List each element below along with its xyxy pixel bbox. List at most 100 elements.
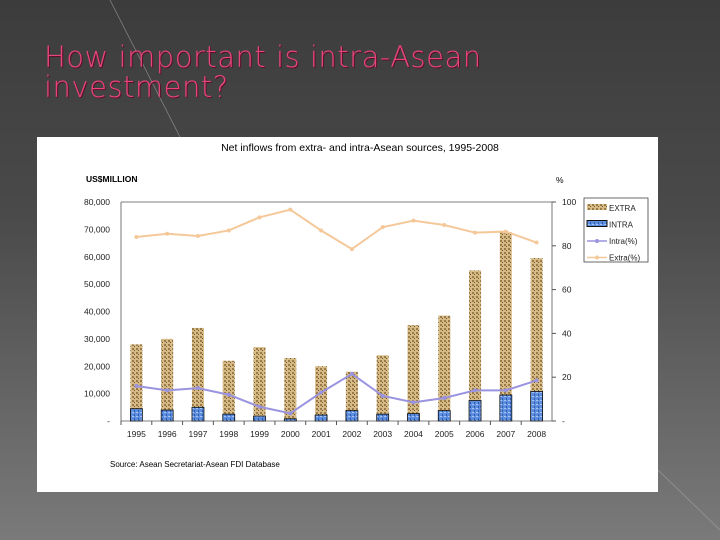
point-extra: [195, 233, 200, 238]
y-left-tick-label: -: [107, 416, 110, 426]
line-intra: [136, 372, 537, 415]
bar-extra: [530, 258, 543, 421]
y-left-tick-label: 40,000: [84, 307, 110, 317]
point-intra: [226, 392, 231, 397]
point-extra: [349, 247, 354, 252]
line-extra: [136, 208, 537, 251]
bar-intra: [314, 414, 328, 422]
legend-label: Intra(%): [609, 237, 638, 246]
point-extra: [473, 230, 478, 235]
y-left-tick-label: 30,000: [84, 334, 110, 344]
bar-intra: [222, 413, 236, 422]
x-tick-label: 2006: [466, 429, 485, 439]
point-extra: [226, 228, 231, 233]
y-left-tick-label: 60,000: [84, 252, 110, 262]
y-left-tick-label: 50,000: [84, 279, 110, 289]
x-tick-label: 2001: [312, 429, 331, 439]
bar-intra: [191, 406, 205, 422]
bar-intra: [345, 410, 359, 422]
y-right-label: %: [556, 175, 564, 185]
y-left-label: US$MILLION: [86, 174, 137, 184]
legend-label: Extra(%): [609, 254, 640, 263]
bar-extra: [284, 358, 297, 421]
point-intra: [134, 383, 139, 388]
point-extra: [380, 225, 385, 230]
point-extra: [165, 231, 170, 236]
point-extra: [411, 218, 416, 223]
x-tick-label: 2005: [435, 429, 454, 439]
slide-title: How important is intra-Asean investment?: [44, 40, 482, 104]
point-intra: [349, 371, 354, 376]
bar-intra: [437, 410, 451, 422]
x-tick-label: 2008: [527, 429, 546, 439]
chart-title: Net inflows from extra- and intra-Asean …: [221, 142, 499, 154]
legend-label: EXTRA: [609, 204, 636, 213]
x-tick-label: 1995: [127, 429, 146, 439]
bar-extra: [499, 232, 512, 421]
bar-intra: [129, 408, 143, 422]
bar-extra: [130, 344, 143, 421]
x-tick-label: 2007: [496, 429, 515, 439]
y-right-tick-label: 40: [562, 328, 572, 338]
legend-swatch: [586, 220, 608, 227]
legend-label: INTRA: [609, 221, 634, 230]
y-left-tick-label: 10,000: [84, 389, 110, 399]
legend: EXTRA INTRA Intra(%) Extra(%): [583, 197, 649, 263]
chart-area: [37, 137, 658, 492]
bar-intra: [160, 409, 174, 422]
bar-intra: [407, 413, 420, 422]
y-left-tick-label: 80,000: [84, 197, 110, 207]
bar-extra: [191, 327, 204, 421]
bar-intra: [499, 394, 513, 422]
x-tick-label: 1999: [250, 429, 269, 439]
point-extra: [288, 207, 293, 212]
point-extra: [442, 222, 447, 227]
point-intra: [503, 388, 508, 393]
bar-extra: [376, 355, 389, 421]
bar-extra: [438, 315, 451, 421]
legend-marker: [595, 239, 599, 243]
x-tick-label: 2003: [373, 429, 392, 439]
point-intra: [473, 388, 478, 393]
point-intra: [534, 378, 539, 383]
bar-intra: [530, 391, 544, 422]
y-left-tick-label: 70,000: [84, 224, 110, 234]
point-intra: [257, 404, 262, 409]
bar-intra: [376, 413, 390, 422]
x-tick-label: 2002: [342, 429, 361, 439]
point-intra: [195, 386, 200, 391]
x-tick-label: 1997: [189, 429, 208, 439]
point-intra: [165, 388, 170, 393]
y-right-tick-label: -: [562, 416, 565, 426]
x-tick-label: 1996: [158, 429, 177, 439]
bar-intra: [283, 418, 297, 422]
point-extra: [534, 240, 539, 245]
point-extra: [503, 229, 508, 234]
x-tick-label: 2000: [281, 429, 300, 439]
point-intra: [288, 411, 293, 416]
y-right-tick-label: 80: [562, 241, 572, 251]
y-right-tick-label: 100: [562, 197, 576, 207]
x-tick-label: 1998: [219, 429, 238, 439]
bar-extra: [253, 347, 266, 421]
point-intra: [380, 393, 385, 398]
bar-extra: [407, 325, 420, 421]
point-extra: [134, 235, 139, 240]
bar-extra: [345, 371, 358, 421]
bar-extra: [161, 338, 174, 421]
legend-swatch: [587, 204, 607, 210]
source-note: Source: Asean Secretariat-Asean FDI Data…: [110, 460, 280, 469]
point-intra: [411, 400, 416, 405]
bar-extra: [222, 360, 235, 421]
y-left-tick-label: 20,000: [84, 361, 110, 371]
point-intra: [442, 396, 447, 401]
bar-intra: [468, 400, 482, 422]
point-extra: [319, 228, 324, 233]
point-intra: [319, 390, 324, 395]
legend-marker: [595, 255, 599, 260]
y-right-tick-label: 20: [562, 372, 572, 382]
point-extra: [257, 215, 262, 220]
x-tick-label: 2004: [404, 429, 423, 439]
bar-intra: [253, 415, 266, 422]
